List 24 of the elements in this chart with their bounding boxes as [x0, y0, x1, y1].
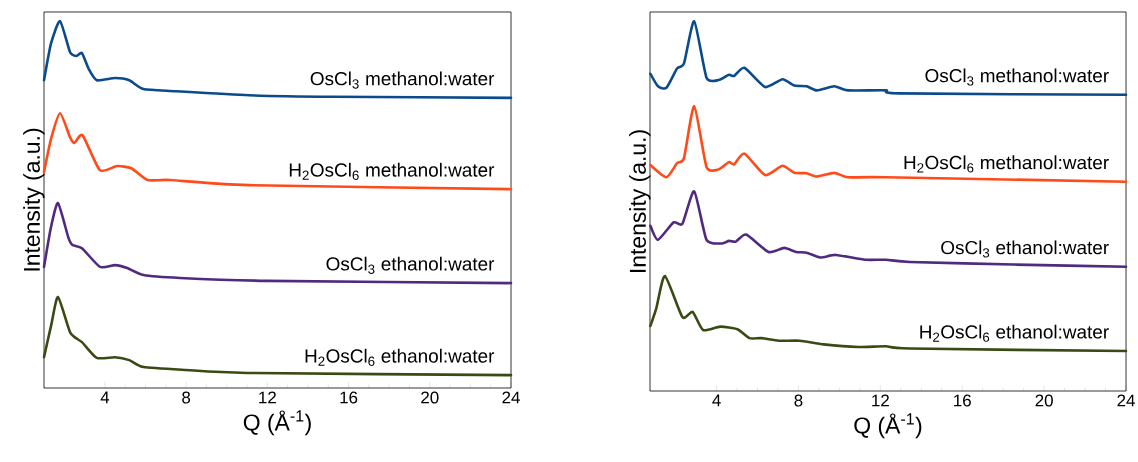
- x-tick-label: 4: [712, 394, 721, 407]
- x-tick-label: 4: [100, 391, 110, 404]
- series-label: OsCl$_{3}$ methanol:water: [925, 68, 1109, 86]
- y-axis-title: Intensity (a.u.): [629, 130, 651, 272]
- series-label: OsCl$_{3}$ ethanol:water: [941, 240, 1109, 258]
- x-tick-label: 24: [1117, 394, 1135, 407]
- series-label: H$_{2}$OsCl$_{6}$ methanol:water: [289, 162, 495, 180]
- y-axis-title: Intensity (a.u.): [23, 128, 45, 271]
- series-label: OsCl$_{3}$ ethanol:water: [326, 256, 495, 274]
- x-tick-label: 12: [872, 394, 889, 407]
- x-tick-label: 16: [340, 391, 358, 404]
- x-tick-label: 20: [1035, 394, 1053, 407]
- series-label: H$_{2}$OsCl$_{6}$ ethanol:water: [920, 324, 1109, 342]
- x-tick-label: 16: [954, 394, 971, 407]
- series-label: H$_{2}$OsCl$_{6}$ ethanol:water: [305, 348, 495, 366]
- series-label: H$_{2}$OsCl$_{6}$ methanol:water: [904, 155, 1109, 173]
- series-label: OsCl$_{3}$ methanol:water: [310, 71, 495, 89]
- x-tick-label: 20: [421, 391, 439, 404]
- x-axis-title: Q (Å$^{-1}$): [854, 413, 922, 439]
- x-axis-title: Q (Å$^{-1}$): [243, 410, 311, 436]
- x-tick-label: 12: [259, 391, 276, 404]
- x-tick-label: 8: [794, 394, 803, 407]
- x-tick-label: 24: [502, 391, 520, 404]
- x-tick-label: 8: [182, 391, 191, 404]
